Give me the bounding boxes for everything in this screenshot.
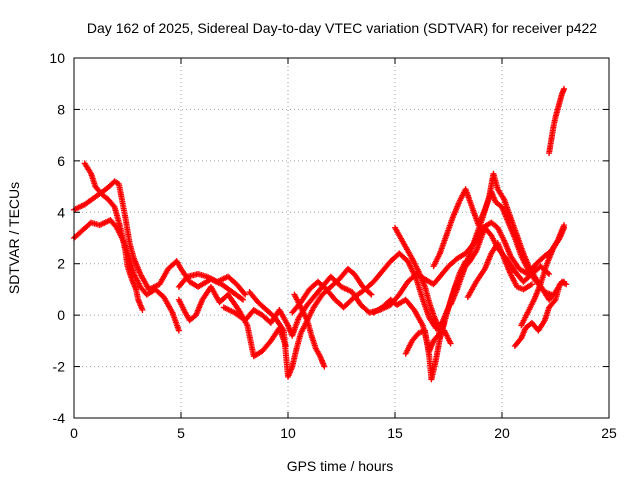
- y-tick-label: 6: [57, 153, 65, 169]
- x-tick-label: 0: [70, 425, 78, 441]
- data-point: [367, 290, 374, 297]
- data-point: [139, 307, 146, 313]
- data-point: [241, 290, 248, 297]
- y-axis-label: SDTVAR / TECUs: [6, 182, 22, 294]
- y-tick-label: 0: [57, 307, 65, 323]
- series-track-8: [291, 291, 328, 370]
- series-track-4: [175, 271, 249, 298]
- x-tick-label: 10: [280, 425, 296, 441]
- grid-lines: [74, 58, 609, 418]
- y-tick-label: 10: [49, 50, 65, 66]
- x-tick-label: 5: [177, 425, 185, 441]
- series-track-18: [546, 85, 568, 157]
- series-track-15: [464, 240, 535, 301]
- data-marks: [71, 85, 570, 383]
- data-point: [321, 363, 328, 370]
- y-tick-label: -2: [53, 359, 66, 375]
- y-tick-label: 8: [57, 101, 65, 117]
- data-point: [368, 291, 375, 298]
- series-track-3: [81, 160, 146, 313]
- series-track-12: [402, 258, 469, 383]
- data-point: [240, 296, 247, 303]
- chart-title: Day 162 of 2025, Sidereal Day-to-day VTE…: [87, 20, 597, 36]
- x-tick-label: 20: [494, 425, 510, 441]
- data-point: [447, 340, 454, 347]
- y-tick-label: 2: [57, 256, 65, 272]
- series-track-16: [511, 278, 568, 349]
- series-track-1: [71, 178, 247, 303]
- data-point: [561, 278, 568, 285]
- axis-ticks: 0 5 10 15 20 25 -4 -2 0 2 4 6 8 10: [49, 50, 617, 441]
- x-tick-label: 25: [601, 425, 617, 441]
- y-tick-label: -4: [53, 410, 66, 426]
- y-tick-label: 4: [57, 204, 65, 220]
- data-point: [528, 281, 535, 288]
- series-track-7: [246, 265, 375, 380]
- x-axis-label: GPS time / hours: [287, 458, 394, 474]
- data-point: [561, 224, 568, 231]
- data-point: [546, 271, 553, 277]
- data-point: [175, 327, 182, 334]
- data-point: [238, 295, 245, 302]
- data-point: [242, 291, 249, 298]
- plot-frame: [73, 57, 610, 419]
- x-tick-label: 15: [387, 425, 403, 441]
- data-point: [561, 85, 568, 92]
- series-track-17: [518, 224, 568, 329]
